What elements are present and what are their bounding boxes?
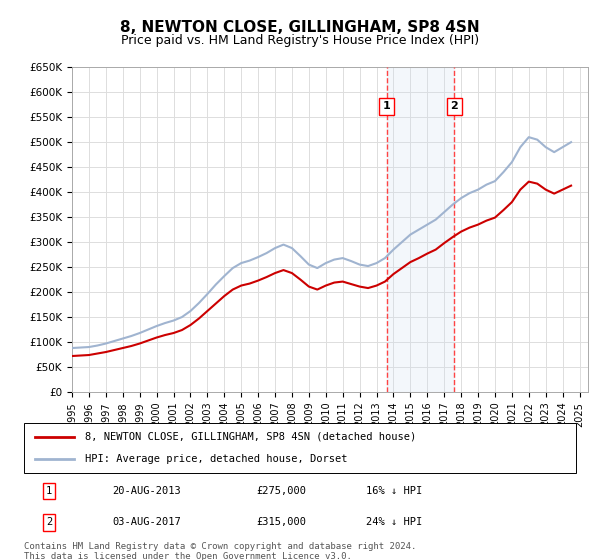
Text: 2: 2 <box>46 517 52 528</box>
Text: HPI: Average price, detached house, Dorset: HPI: Average price, detached house, Dors… <box>85 454 347 464</box>
Text: 8, NEWTON CLOSE, GILLINGHAM, SP8 4SN (detached house): 8, NEWTON CLOSE, GILLINGHAM, SP8 4SN (de… <box>85 432 416 442</box>
Text: Price paid vs. HM Land Registry's House Price Index (HPI): Price paid vs. HM Land Registry's House … <box>121 34 479 46</box>
Text: 1: 1 <box>383 101 391 111</box>
Text: 20-AUG-2013: 20-AUG-2013 <box>112 486 181 496</box>
FancyBboxPatch shape <box>24 423 576 473</box>
Text: £315,000: £315,000 <box>256 517 306 528</box>
Text: 2: 2 <box>451 101 458 111</box>
Text: 16% ↓ HPI: 16% ↓ HPI <box>366 486 422 496</box>
Text: £275,000: £275,000 <box>256 486 306 496</box>
Text: 8, NEWTON CLOSE, GILLINGHAM, SP8 4SN: 8, NEWTON CLOSE, GILLINGHAM, SP8 4SN <box>120 20 480 35</box>
Text: 03-AUG-2017: 03-AUG-2017 <box>112 517 181 528</box>
Bar <box>386 67 454 392</box>
Text: 24% ↓ HPI: 24% ↓ HPI <box>366 517 422 528</box>
Text: Contains HM Land Registry data © Crown copyright and database right 2024.
This d: Contains HM Land Registry data © Crown c… <box>24 542 416 560</box>
Text: 1: 1 <box>46 486 52 496</box>
